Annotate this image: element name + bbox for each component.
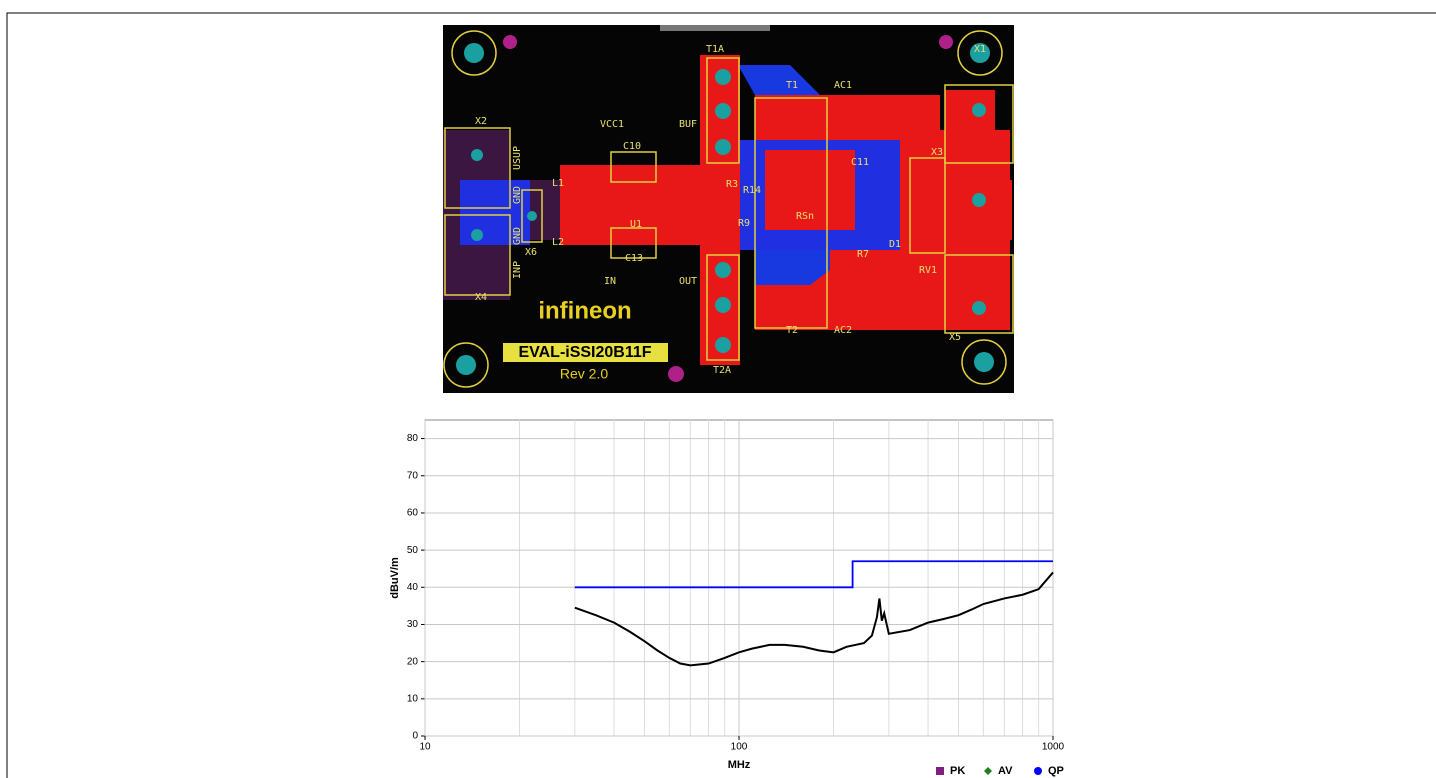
board-label: U1 bbox=[630, 219, 642, 230]
board-label: L2 bbox=[552, 237, 564, 248]
legend-label: PK bbox=[950, 765, 965, 777]
legend-marker bbox=[1034, 767, 1042, 775]
board-label: X3 bbox=[931, 147, 943, 158]
board-label: R9 bbox=[738, 218, 750, 229]
page: infineon EVAL-iSSI20B11F Rev 2.0 X2 USUP G… bbox=[0, 0, 1436, 778]
board-label: C10 bbox=[623, 141, 641, 152]
y-tick-label: 40 bbox=[407, 582, 419, 593]
board-rev: Rev 2.0 bbox=[560, 366, 608, 382]
board-label: C13 bbox=[625, 253, 643, 264]
x-tick-label: 10 bbox=[419, 742, 431, 753]
board-label: D1 bbox=[889, 239, 901, 250]
board-label: X5 bbox=[949, 332, 961, 343]
board-label: RV1 bbox=[919, 265, 937, 276]
pcb-image: infineon EVAL-iSSI20B11F Rev 2.0 X2 USUP G… bbox=[443, 25, 1014, 393]
legend-marker bbox=[936, 767, 944, 775]
board-label: USUP bbox=[512, 146, 523, 170]
board-label: R3 bbox=[726, 179, 738, 190]
board-label: X4 bbox=[475, 292, 487, 303]
y-tick-label: 50 bbox=[407, 545, 419, 556]
y-axis-label: dBuV/m bbox=[389, 557, 401, 599]
board-label: R14 bbox=[743, 185, 761, 196]
board-label: GND bbox=[512, 186, 523, 204]
board-label: T2 bbox=[786, 325, 798, 336]
board-label: T1 bbox=[786, 80, 798, 91]
y-tick-label: 20 bbox=[407, 656, 419, 667]
board-label: T1A bbox=[706, 44, 724, 55]
legend-marker bbox=[984, 767, 992, 775]
board-label: AC2 bbox=[834, 325, 852, 336]
board-label: X1 bbox=[974, 44, 986, 55]
board-label: BUF bbox=[679, 119, 697, 130]
board-label: R7 bbox=[857, 249, 869, 260]
board-label: IN bbox=[604, 276, 616, 287]
board-label: C11 bbox=[851, 157, 869, 168]
y-tick-label: 10 bbox=[407, 693, 419, 704]
board-label: X2 bbox=[475, 116, 487, 127]
legend-label: QP bbox=[1048, 765, 1064, 777]
board-name: EVAL-iSSI20B11F bbox=[518, 344, 651, 361]
y-tick-label: 70 bbox=[407, 470, 419, 481]
board-label: GND bbox=[512, 227, 523, 245]
x-tick-label: 1000 bbox=[1042, 742, 1065, 753]
x-axis-label: MHz bbox=[728, 759, 751, 771]
board-label: L1 bbox=[552, 178, 564, 189]
board-label: T2A bbox=[713, 365, 731, 376]
board-label: AC1 bbox=[834, 80, 852, 91]
y-tick-label: 30 bbox=[407, 619, 419, 630]
y-tick-label: 0 bbox=[412, 731, 418, 742]
board-label: OUT bbox=[679, 276, 697, 287]
board-label: RSn bbox=[796, 211, 814, 222]
x-tick-label: 100 bbox=[731, 742, 748, 753]
y-tick-label: 80 bbox=[407, 433, 419, 444]
brand: infineon bbox=[538, 297, 631, 324]
board-label: X6 bbox=[525, 247, 537, 258]
y-tick-label: 60 bbox=[407, 508, 419, 519]
board-label: INP bbox=[512, 261, 523, 279]
board-label: VCC1 bbox=[600, 119, 624, 130]
legend-label: AV bbox=[998, 765, 1013, 777]
